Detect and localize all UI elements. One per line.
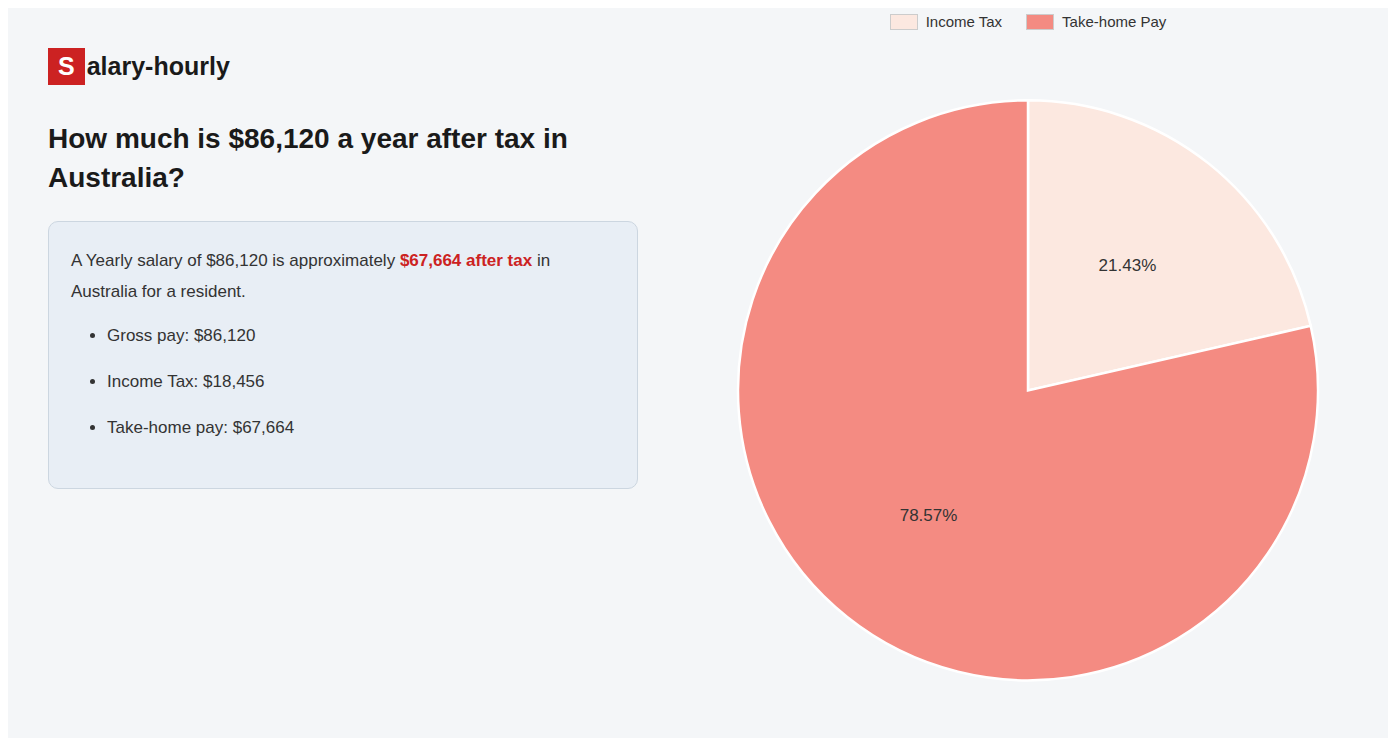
html-text:Australia for a resident.: Australia for a resident. (71, 282, 246, 301)
html-text:Take-home pay: $67,664: Take-home pay: $67,664 (107, 417, 295, 437)
html-text:Gross pay: $86,120: Gross pay: $86,120 (107, 325, 256, 345)
html-text:Income Tax: Income Tax (925, 13, 1003, 30)
html-text:How much is $86,120 a year aft: How much is $86,120 a year after tax in … (48, 123, 568, 194)
html-text:Take-home Pay: Take-home Pay (1062, 13, 1167, 30)
html-text:S: S (58, 52, 75, 80)
html-text:A Yearly salary of $86,120 is: A Yearly salary of $86,120 is approximat… (71, 251, 551, 271)
svg-text:78.57%: 78.57% (900, 506, 958, 525)
html-text:Income Tax: $18,456: Income Tax: $18,456 (107, 371, 265, 391)
svg-text:21.43%: 21.43% (1099, 256, 1157, 275)
html-text:alary-hourly: alary-hourly (86, 52, 230, 80)
